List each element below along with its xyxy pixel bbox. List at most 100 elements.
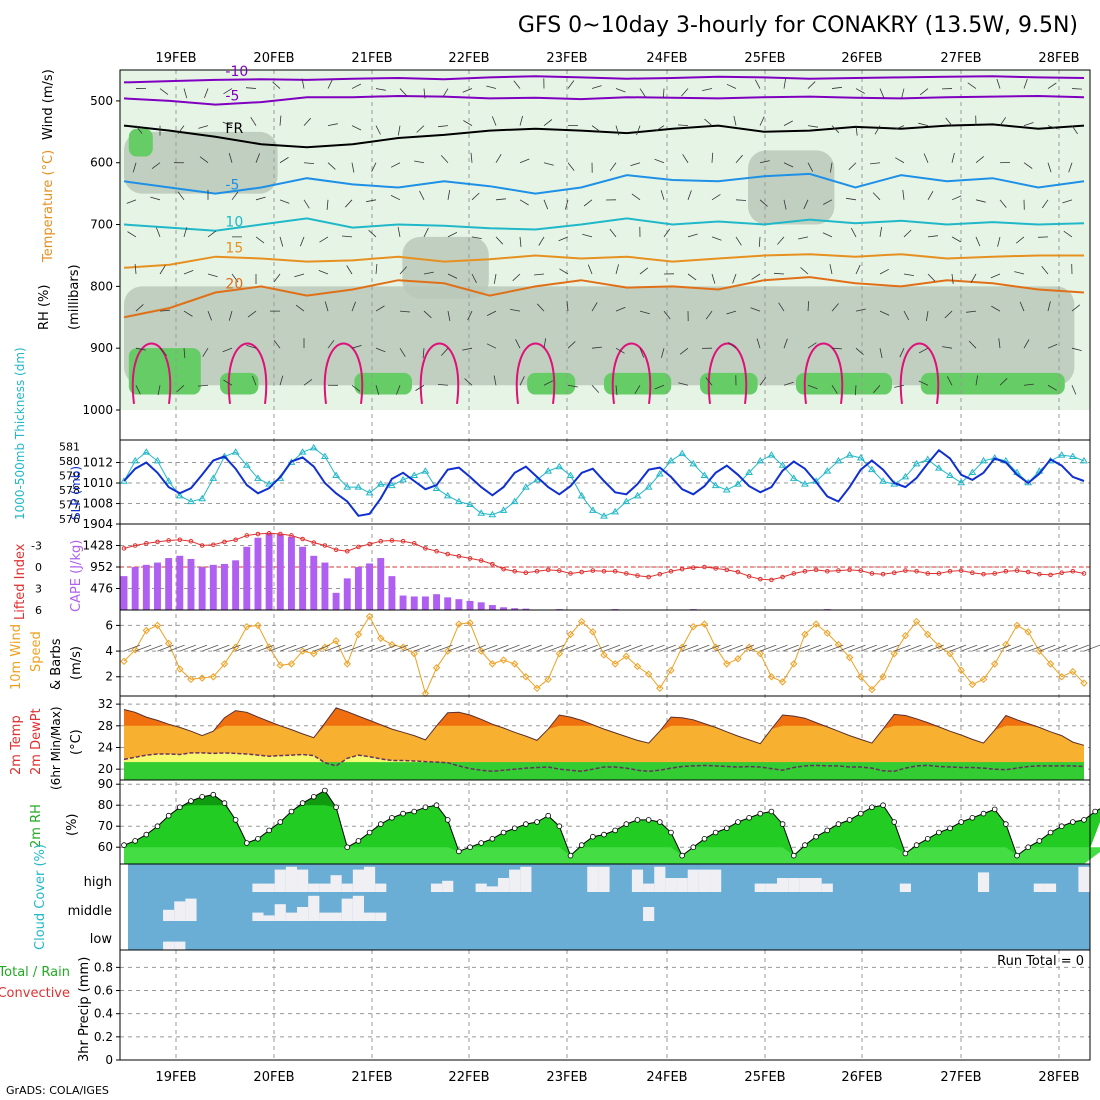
rh2m-point (344, 844, 351, 850)
wind-barb (951, 152, 955, 163)
wind-barb (615, 88, 626, 93)
wind-barb (679, 347, 689, 355)
wind-barb (927, 190, 934, 201)
wind-barb (727, 341, 737, 349)
wind-barb (437, 384, 449, 386)
wind-barb (399, 347, 406, 357)
wind-barb (351, 345, 362, 349)
rh-high-patch (128, 128, 153, 157)
thickness-point (544, 467, 553, 474)
wind-barb (682, 154, 689, 163)
cape-bar (332, 592, 340, 610)
lifted-index-point (858, 568, 864, 573)
wind-barb (879, 310, 890, 316)
wind-barb (127, 231, 137, 238)
cloud-middle-block (285, 912, 298, 921)
wind-barb (999, 199, 1007, 208)
wind-barb (176, 384, 185, 393)
rh2m-point (891, 819, 898, 825)
wind-barb (351, 301, 356, 312)
cape-bar (176, 555, 184, 610)
wind-speed-point (767, 673, 776, 681)
cloud-middle-block (185, 898, 197, 921)
cape-bar (321, 562, 329, 610)
cape-bar (466, 600, 474, 610)
wind-barb (636, 125, 641, 136)
wind-barb (324, 301, 329, 312)
wind-speed-point (310, 649, 318, 658)
cloud-high-block (643, 883, 655, 892)
wind-speed-point (700, 620, 709, 628)
rh2m-point (422, 804, 429, 811)
lifted-index-point (557, 568, 562, 573)
wind-barb (615, 306, 626, 312)
rh2m-point (545, 812, 551, 819)
cloud-high-block (777, 878, 789, 892)
lifted-index-point (132, 543, 138, 548)
wind-barb (1047, 82, 1057, 89)
cloud-high-block (285, 866, 298, 892)
wind-barb-10m (994, 644, 1011, 652)
wind-barb (273, 339, 281, 349)
wind-barb (567, 341, 576, 349)
wind-barb (534, 273, 545, 276)
li-tick-label: 3 (35, 583, 42, 596)
wind-barb (1062, 199, 1073, 204)
thickness-point (968, 468, 977, 476)
rh2m-tick-label: 60 (98, 840, 113, 854)
rh-high-patch (354, 372, 412, 395)
thickness-point (901, 472, 910, 480)
thickness-point (231, 448, 240, 455)
rh2m-point (1070, 819, 1076, 825)
rh2m-point (913, 842, 920, 848)
wind-barb-10m (748, 644, 766, 652)
wind-barb (495, 236, 504, 245)
wind-barb (855, 125, 858, 136)
wind-barb (831, 303, 839, 312)
rh2m-point (154, 823, 161, 829)
wind-barb (783, 199, 787, 210)
wind-barb (946, 376, 953, 386)
wind-barb (341, 235, 353, 238)
cape-bar (410, 596, 418, 610)
wind-barb (855, 264, 861, 275)
wind-barb (677, 124, 689, 127)
lifted-index-point (356, 544, 361, 550)
lifted-index-point (478, 558, 484, 563)
lifted-index-line (123, 532, 1085, 581)
cloud-high-block (263, 883, 275, 892)
wind-barb (1071, 304, 1081, 312)
wind-barb (399, 266, 407, 275)
x-tick-label-bottom: 19FEB (155, 1070, 196, 1085)
lifted-index-point (936, 571, 942, 576)
lifted-index-point (746, 574, 752, 579)
temp-line (123, 707, 1085, 746)
cape-bar (187, 558, 195, 610)
wind-speed-point (220, 660, 229, 668)
wind-speed-point (287, 660, 296, 668)
wind-barb (300, 236, 305, 247)
cloud-high-block (977, 872, 990, 892)
wind-barb (687, 273, 697, 281)
cloud-high-block (631, 869, 644, 892)
lifted-index-point (277, 531, 283, 537)
wind-barb (559, 268, 569, 275)
isotherm-label: 15 (225, 241, 243, 257)
thickness-point (935, 464, 943, 471)
cloud-middle-block (163, 909, 175, 921)
thickness-point (242, 461, 251, 468)
rh2m-point (199, 793, 205, 800)
wind-barb-10m (358, 644, 375, 652)
wind-barb (442, 88, 449, 98)
wind-barb (807, 342, 817, 349)
cloud-high-block (710, 869, 722, 892)
cape-tick-label: 476 (90, 582, 113, 596)
rh2m-point (1025, 844, 1031, 850)
y-label-thickness: 1000-500mb Thickness (dm) (13, 347, 27, 520)
thickness-point (845, 451, 854, 458)
thickness-point (443, 491, 452, 499)
x-tick-label-bottom: 23FEB (546, 1070, 587, 1085)
wind-barb (798, 236, 809, 240)
wind-barb (711, 194, 721, 201)
pressure-tick-label: 1000 (82, 403, 113, 417)
